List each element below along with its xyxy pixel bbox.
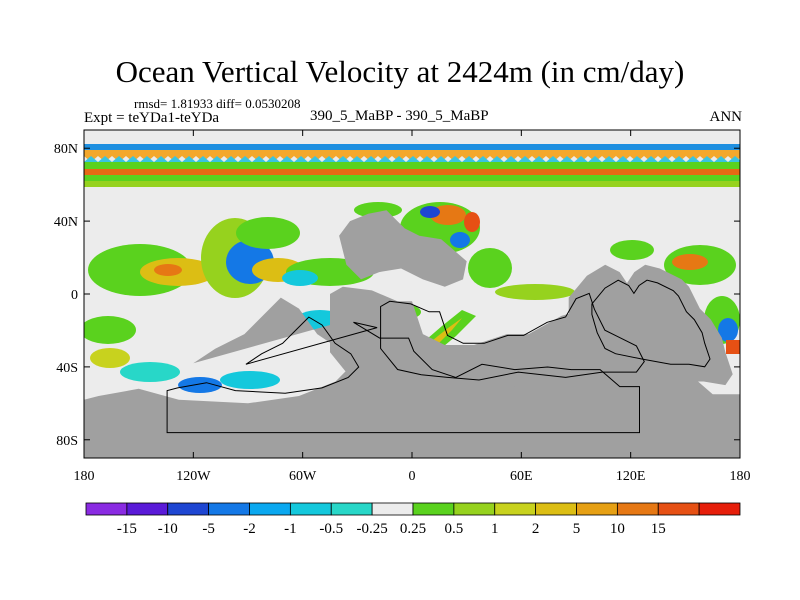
x-tick-label: 120W <box>176 469 211 484</box>
x-axis: 180 120W 60W 0 60E 120E 180 <box>74 130 751 484</box>
arctic-band <box>84 169 740 175</box>
arctic-band <box>84 162 740 169</box>
run-comparison-label: 390_5_MaBP - 390_5_MaBP <box>310 108 489 124</box>
anomaly-region <box>726 340 740 354</box>
anomaly-region <box>90 348 130 368</box>
anomaly-region <box>220 371 280 389</box>
colorbar-label: -5 <box>202 521 215 537</box>
colorbar-box <box>208 502 250 516</box>
land-mass <box>339 210 467 287</box>
y-axis: 80N 40N 0 40S 80S <box>54 142 740 449</box>
colorbar-box <box>535 502 577 516</box>
anomaly-region <box>178 377 222 393</box>
arctic-band <box>84 175 740 181</box>
coastline <box>166 316 640 434</box>
colorbar: -15 -10 -5 -2 -1 -0.5 -0.25 0.25 0.5 1 2 5 10 15 <box>85 502 741 537</box>
anomaly-region <box>468 248 512 288</box>
arctic-band <box>84 181 740 187</box>
y-tick-label: 80S <box>56 434 78 449</box>
colorbar-label: 15 <box>651 521 666 537</box>
colorbar-label: 0.25 <box>400 521 426 537</box>
chart-title: Ocean Vertical Velocity at 2424m (in cm/… <box>115 54 685 89</box>
anomaly-region <box>120 362 180 382</box>
anomaly-region <box>282 270 318 286</box>
anomaly-region <box>236 217 300 249</box>
colorbar-label: -1 <box>284 521 297 537</box>
y-tick-label: 80N <box>54 142 78 157</box>
colorbar-label: -15 <box>117 521 137 537</box>
land-group <box>84 210 740 458</box>
colorbar-box <box>85 502 128 516</box>
colorbar-box <box>412 502 455 516</box>
anomaly-region <box>718 318 738 342</box>
colorbar-label: 5 <box>573 521 581 537</box>
coastline <box>591 279 711 368</box>
arctic-band <box>84 144 740 150</box>
colorbar-box <box>657 502 700 516</box>
anomaly-region <box>84 316 136 344</box>
arctic-band <box>84 156 740 162</box>
anomaly-region <box>464 212 480 232</box>
anomaly-region <box>672 254 708 270</box>
colorbar-box <box>289 502 332 516</box>
colorbar-label: 2 <box>532 521 540 537</box>
colorbar-box <box>453 502 496 516</box>
arctic-band <box>84 150 740 156</box>
anomaly-region <box>450 232 470 248</box>
x-tick-label: 180 <box>730 469 751 484</box>
colorbar-label: -2 <box>243 521 256 537</box>
colorbar-box <box>616 502 659 516</box>
map-layer <box>84 130 740 458</box>
x-tick-label: 180 <box>74 469 95 484</box>
land-mass <box>568 264 733 386</box>
colorbar-label: -10 <box>158 521 178 537</box>
colorbar-box <box>126 502 169 516</box>
colorbar-label: -0.25 <box>357 521 388 537</box>
y-tick-label: 40N <box>54 215 78 230</box>
colorbar-box <box>494 502 537 516</box>
colorbar-label: 10 <box>610 521 625 537</box>
season-label: ANN <box>709 109 743 125</box>
colorbar-box <box>249 502 291 516</box>
anomaly-region <box>420 206 440 218</box>
anomaly-region <box>495 284 575 300</box>
coastline <box>380 292 645 381</box>
x-tick-label: 120E <box>616 469 646 484</box>
colorbar-box <box>698 502 741 516</box>
x-tick-label: 0 <box>409 469 416 484</box>
x-tick-label: 60E <box>510 469 533 484</box>
colorbar-box <box>371 502 414 516</box>
stats-text: rmsd= 1.81933 diff= 0.0530208 <box>134 96 301 111</box>
experiment-label: Expt = teYDa1-teYDa <box>84 110 220 126</box>
anomaly-region <box>610 240 654 260</box>
colorbar-label: 0.5 <box>445 521 464 537</box>
colorbar-box <box>167 502 210 516</box>
colorbar-box <box>330 502 373 516</box>
colorbar-box <box>576 502 618 516</box>
anomaly-region <box>154 264 182 276</box>
colorbar-label: 1 <box>491 521 499 537</box>
y-tick-label: 40S <box>56 361 78 376</box>
colorbar-label: -0.5 <box>319 521 343 537</box>
y-tick-label: 0 <box>71 288 78 303</box>
x-tick-label: 60W <box>289 469 317 484</box>
